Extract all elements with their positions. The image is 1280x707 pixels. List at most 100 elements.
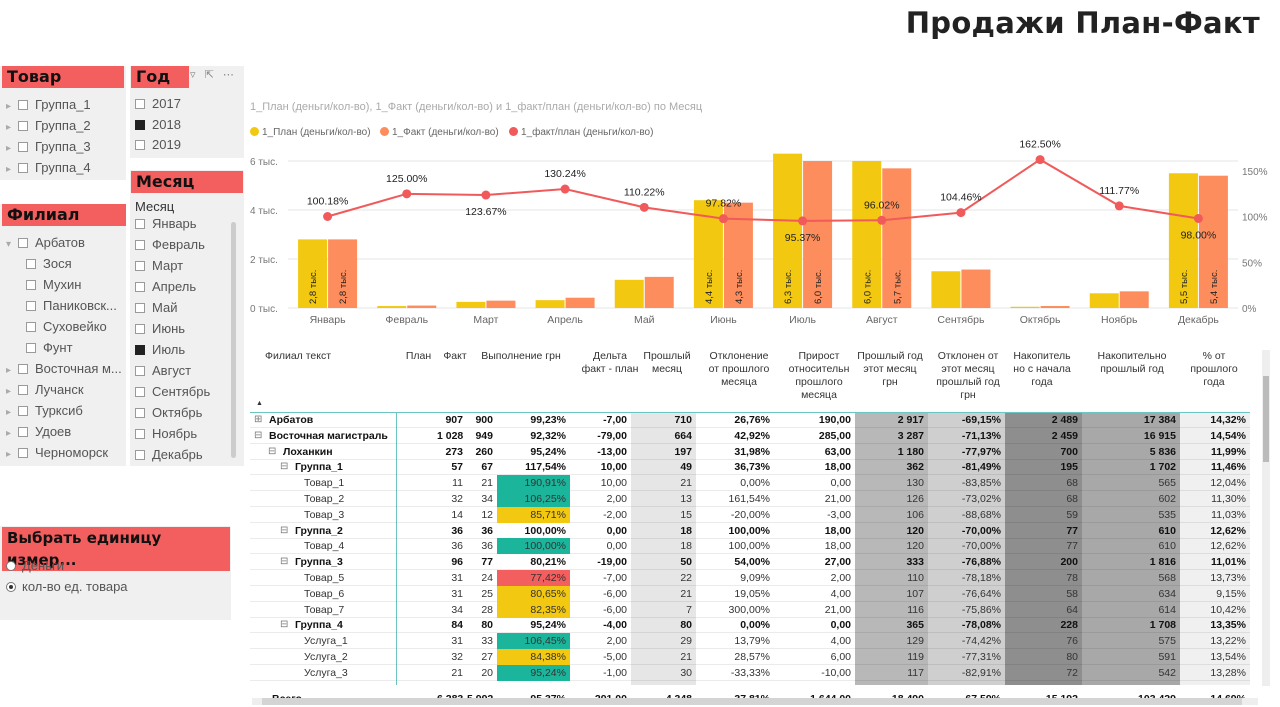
checkbox[interactable] bbox=[135, 219, 145, 229]
slicer-mesyac-item[interactable]: Февраль bbox=[135, 237, 205, 253]
slicer-mesyac-item[interactable]: Июль bbox=[135, 342, 185, 358]
slicer-filial-item[interactable]: ▸ Турксиб bbox=[6, 403, 83, 421]
column-header[interactable]: Накопитель но с начала года bbox=[1013, 350, 1071, 388]
expand-icon[interactable]: ▸ bbox=[6, 428, 12, 439]
slicer-tovar-item[interactable]: ▸ Группа_2 bbox=[6, 118, 91, 136]
table-row[interactable]: Товар_2 32 34 106,25% 2,00 13 161,54% 21,00 126 -… bbox=[250, 491, 1260, 507]
checkbox[interactable] bbox=[26, 280, 36, 290]
slicer-filial-item[interactable]: ▸ Восточная м... bbox=[6, 361, 122, 379]
column-header[interactable]: Дельта факт - план bbox=[581, 350, 639, 375]
checkbox[interactable] bbox=[18, 163, 28, 173]
slicer-filial-item[interactable]: ▸ Удоев bbox=[6, 424, 71, 442]
checkbox[interactable] bbox=[135, 282, 145, 292]
column-header[interactable]: Выполнение грн bbox=[481, 350, 561, 362]
checkbox[interactable] bbox=[18, 100, 28, 110]
column-header[interactable]: Прошлый год этот месяц грн bbox=[857, 350, 923, 388]
slicer-filial-item[interactable]: Мухин bbox=[26, 277, 81, 293]
legend-item[interactable]: 1_факт/план (деньги/кол-во) bbox=[509, 127, 653, 138]
table-row[interactable]: Товар_6 31 25 80,65% -6,00 21 19,05% 4,00 107 -76… bbox=[250, 585, 1260, 602]
table-row[interactable]: ⊟ Группа_3 96 77 80,21% -19,00 50 54,00% 27,00 33… bbox=[250, 554, 1260, 571]
bar-fact[interactable] bbox=[803, 161, 833, 308]
table-row[interactable]: Товар_7 34 28 82,35% -6,00 7 300,00% 21,00 116 -7… bbox=[250, 601, 1260, 618]
expand-icon[interactable]: ▸ bbox=[6, 101, 12, 112]
slicer-mesyac-scrollbar[interactable] bbox=[231, 222, 236, 458]
slicer-god-item[interactable]: 2018 bbox=[135, 117, 181, 133]
bar-fact[interactable] bbox=[328, 239, 358, 308]
bar-fact[interactable] bbox=[882, 168, 912, 308]
checkbox[interactable] bbox=[135, 366, 145, 376]
checkbox[interactable] bbox=[135, 429, 145, 439]
filter-icon[interactable]: ▿ bbox=[190, 69, 196, 81]
ratio-point[interactable] bbox=[323, 212, 333, 222]
bar-plan[interactable] bbox=[298, 239, 328, 308]
ratio-point[interactable] bbox=[718, 214, 728, 224]
checkbox[interactable] bbox=[18, 121, 28, 131]
ratio-point[interactable] bbox=[560, 184, 570, 194]
slicer-mesyac-item[interactable]: Апрель bbox=[135, 279, 196, 295]
column-header[interactable]: Прирост относительн прошлого месяца bbox=[788, 350, 850, 401]
checkbox[interactable] bbox=[135, 303, 145, 313]
table-vscroll-thumb[interactable] bbox=[1263, 376, 1269, 462]
expand-icon[interactable]: ▸ bbox=[6, 386, 12, 397]
checkbox[interactable] bbox=[18, 406, 28, 416]
checkbox[interactable] bbox=[135, 99, 145, 109]
column-header[interactable]: Отклонен от этот месяц прошлый год грн bbox=[936, 350, 1000, 401]
checkbox[interactable] bbox=[135, 119, 145, 130]
bar-plan[interactable] bbox=[614, 279, 644, 308]
checkbox[interactable] bbox=[26, 259, 36, 269]
sort-arrow-icon[interactable]: ▲ bbox=[256, 400, 263, 407]
slicer-mesyac-item[interactable]: Март bbox=[135, 258, 183, 274]
radio-button[interactable] bbox=[6, 561, 16, 571]
slicer-mesyac-item[interactable]: Сентябрь bbox=[135, 384, 210, 400]
table-row[interactable]: ⊟ Группа_1 57 67 117,54% 10,00 49 36,73% 18,00 36… bbox=[250, 459, 1260, 476]
collapse-icon[interactable]: ⊟ bbox=[280, 524, 289, 536]
checkbox[interactable] bbox=[135, 140, 145, 150]
collapse-icon[interactable]: ⊟ bbox=[268, 445, 277, 457]
checkbox[interactable] bbox=[18, 448, 28, 458]
slicer-filial-item[interactable]: ▸ Лучанск bbox=[6, 382, 84, 400]
expand-icon[interactable]: ▸ bbox=[6, 407, 12, 418]
slicer-mesyac-item[interactable]: Ноябрь bbox=[135, 426, 197, 442]
checkbox[interactable] bbox=[135, 240, 145, 250]
slicer-unit-option[interactable]: Деньги bbox=[6, 558, 64, 574]
slicer-mesyac-item[interactable]: Август bbox=[135, 363, 191, 379]
expand-icon[interactable]: ▸ bbox=[6, 365, 12, 376]
collapse-icon[interactable]: ⊟ bbox=[280, 556, 289, 568]
radio-button[interactable] bbox=[6, 582, 16, 592]
checkbox[interactable] bbox=[18, 385, 28, 395]
slicer-filial-item[interactable]: Паниковск... bbox=[26, 298, 117, 314]
expand-icon[interactable]: ▸ bbox=[6, 449, 12, 460]
table-row[interactable]: ⊞ Арбатов 907 900 99,23% -7,00 710 26,76% 190,00… bbox=[250, 412, 1260, 428]
legend-item[interactable]: 1_План (деньги/кол-во) bbox=[250, 127, 371, 138]
table-vscroll[interactable] bbox=[1262, 350, 1270, 686]
checkbox[interactable] bbox=[18, 364, 28, 374]
ratio-point[interactable] bbox=[1193, 213, 1203, 223]
slicer-mesyac-item[interactable]: Май bbox=[135, 300, 177, 316]
table-row[interactable]: ⊟ Группа_2 36 36 100,00% 0,00 18 100,00% 18,00 12… bbox=[250, 523, 1260, 539]
ratio-point[interactable] bbox=[481, 190, 491, 200]
table-row[interactable]: Услуга_2 32 27 84,38% -5,00 21 28,57% 6,00 119 -7… bbox=[250, 649, 1260, 665]
expand-icon[interactable]: ▸ bbox=[6, 164, 12, 175]
expand-icon[interactable]: ▾ bbox=[6, 239, 12, 250]
table-row[interactable]: Товар_1 11 21 190,91% 10,00 21 0,00% 0,00 130 -83… bbox=[250, 475, 1260, 492]
bar-plan[interactable] bbox=[377, 306, 407, 308]
bar-plan[interactable] bbox=[1168, 173, 1198, 308]
slicer-mesyac-item[interactable]: Октябрь bbox=[135, 405, 202, 421]
column-header[interactable]: % от прошлого года bbox=[1190, 350, 1238, 388]
table-row[interactable]: ⊟ Восточная магистраль 1 028 949 92,32% -79,0… bbox=[250, 428, 1260, 444]
checkbox[interactable] bbox=[26, 301, 36, 311]
collapse-icon[interactable]: ⊟ bbox=[280, 619, 289, 631]
bar-plan[interactable] bbox=[1010, 306, 1040, 308]
checkbox[interactable] bbox=[135, 450, 145, 460]
ratio-point[interactable] bbox=[877, 215, 887, 225]
slicer-unit-option[interactable]: кол-во ед. товара bbox=[6, 579, 128, 595]
checkbox[interactable] bbox=[135, 324, 145, 334]
bar-plan[interactable] bbox=[852, 161, 882, 308]
checkbox[interactable] bbox=[18, 427, 28, 437]
ratio-point[interactable] bbox=[639, 202, 649, 212]
checkbox[interactable] bbox=[135, 387, 145, 397]
slicer-god-item[interactable]: 2019 bbox=[135, 137, 181, 153]
slicer-filial-item[interactable]: Зося bbox=[26, 256, 72, 272]
bar-fact[interactable] bbox=[1119, 291, 1149, 308]
expand-icon[interactable]: ⊞ bbox=[254, 414, 263, 425]
